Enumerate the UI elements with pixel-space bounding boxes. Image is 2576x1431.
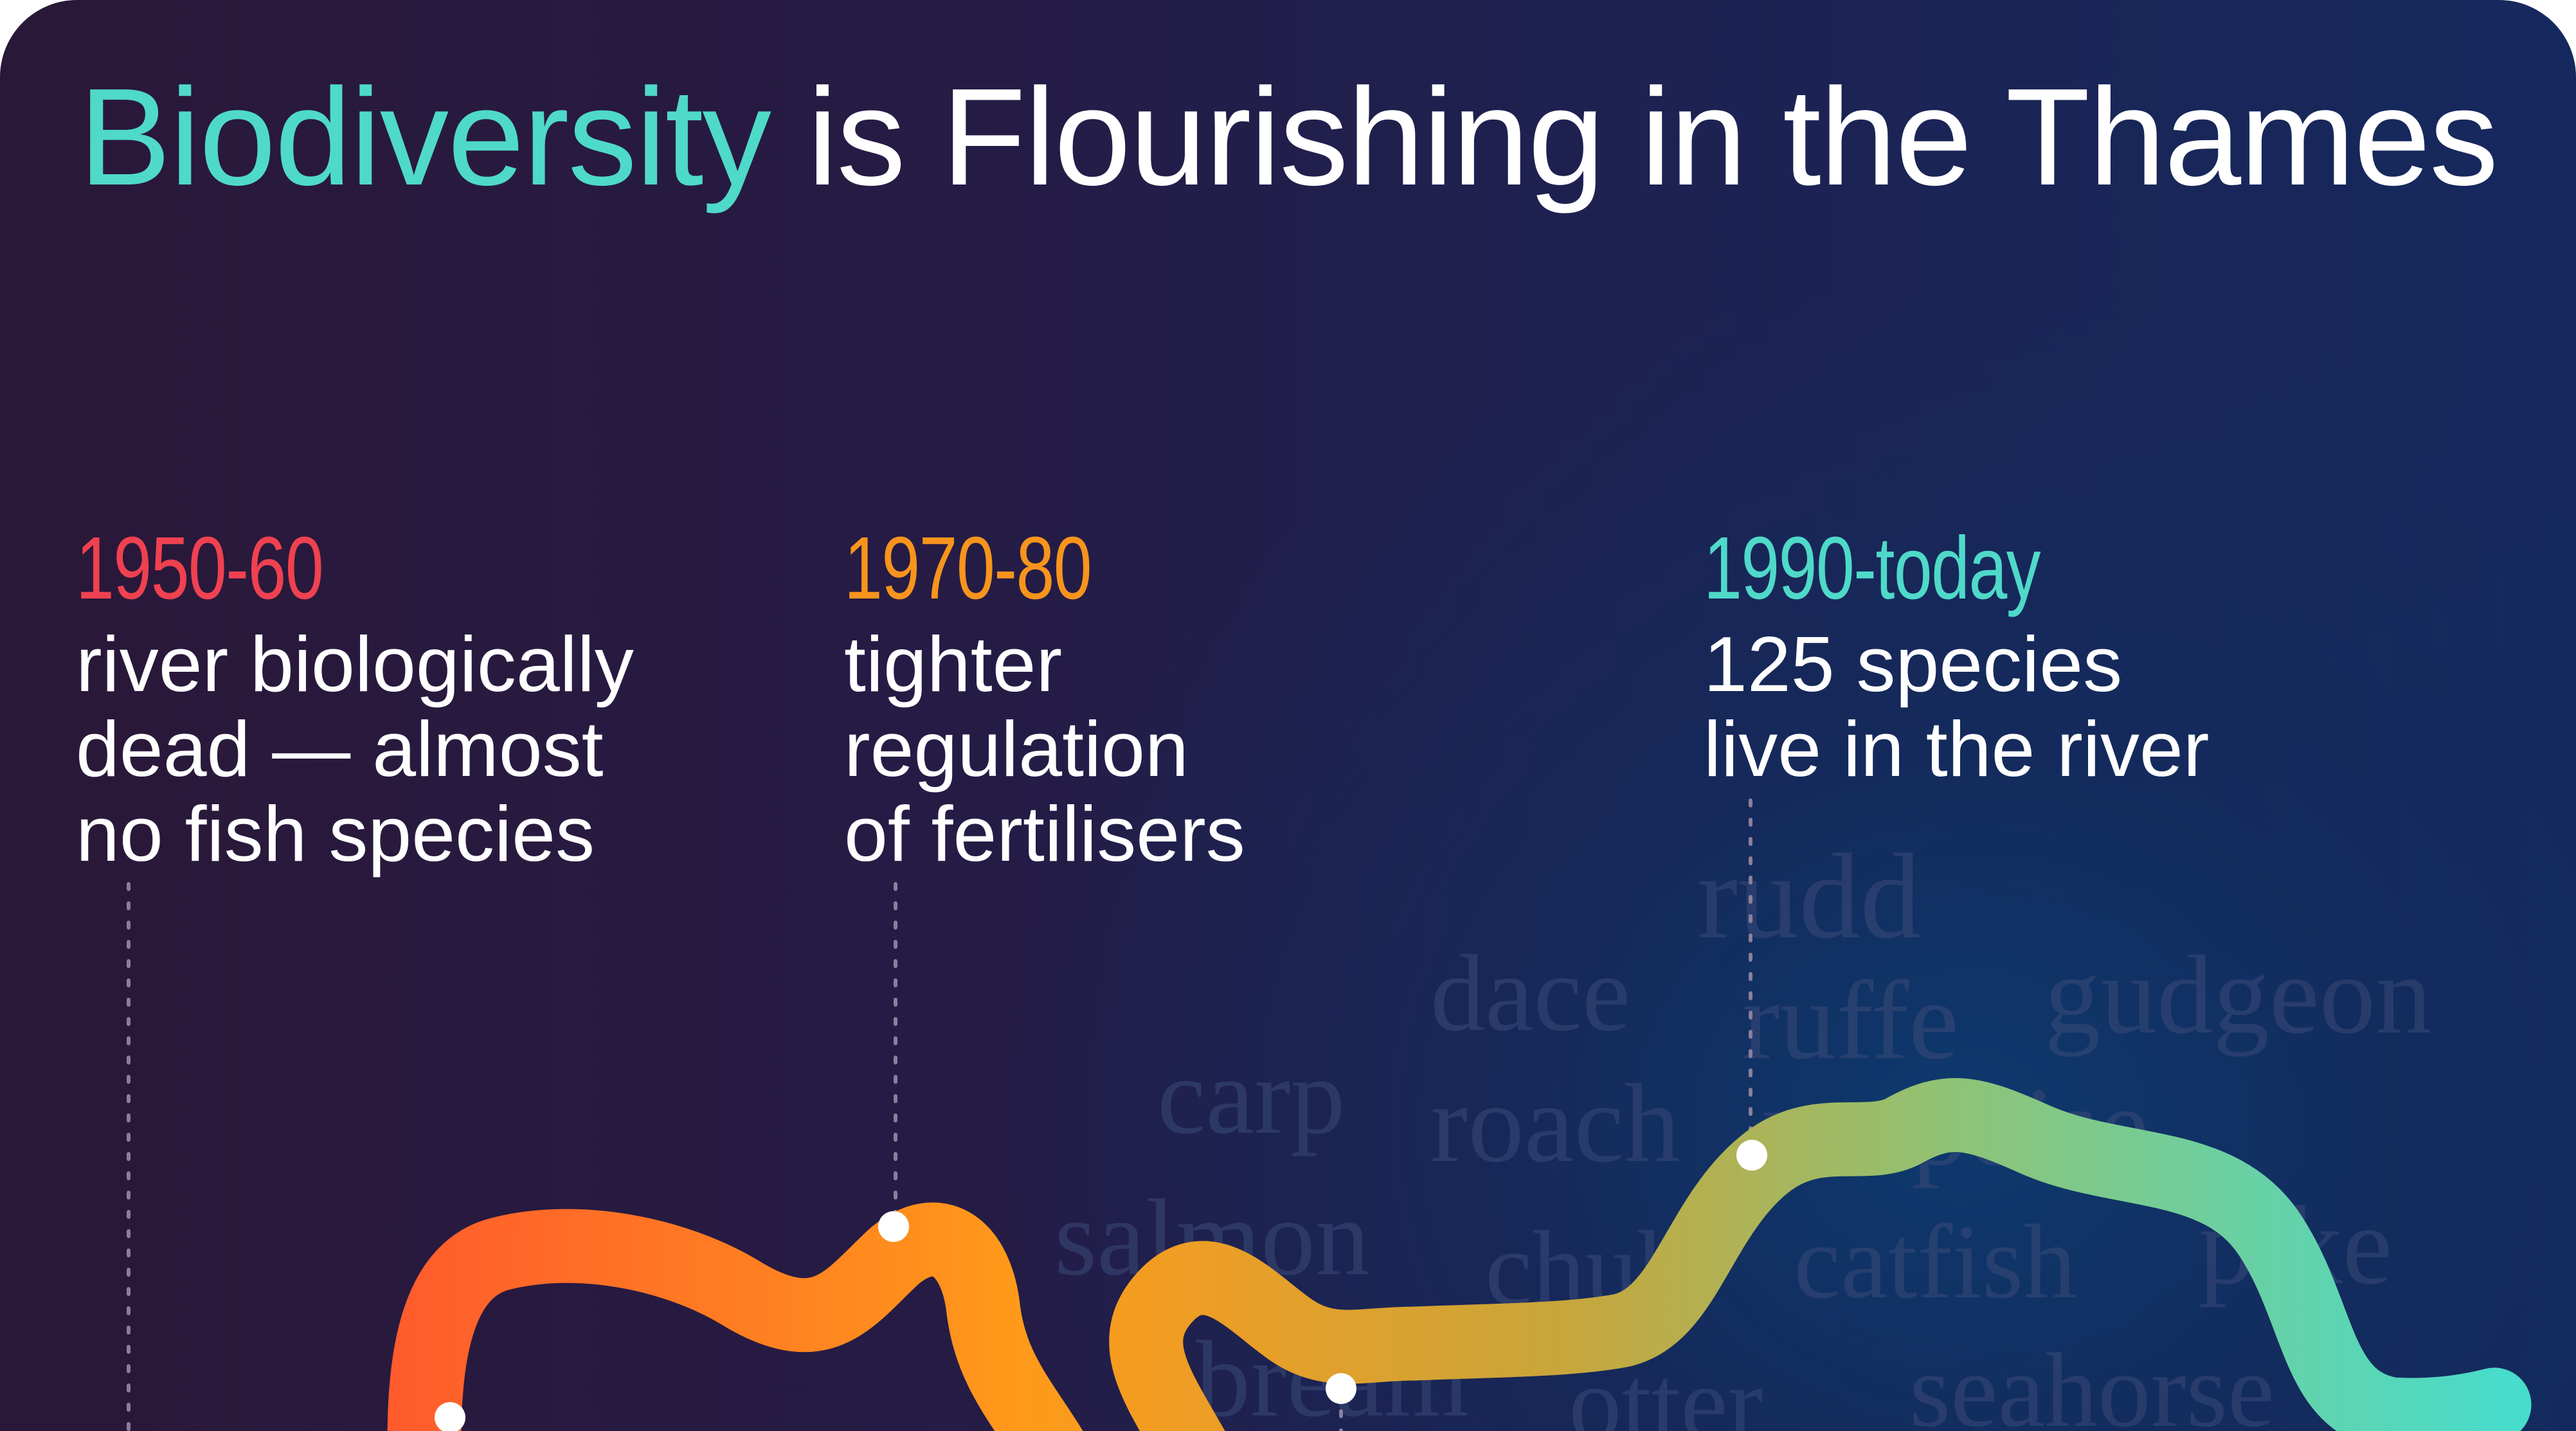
species-word: seahorse [1909,1331,2275,1431]
species-word: roach [1430,1061,1680,1185]
title-rest: is Flourishing in the Thames [770,59,2499,214]
era-years: 1970-80 [844,519,1092,618]
era-description: 125 species live in the river [1704,620,2210,793]
species-word: ruffe [1742,958,1959,1083]
era-years: 1990-today [1704,519,2041,618]
era-description: tighter regulation of fertilisers [844,620,1245,878]
timeline-marker [435,1402,465,1431]
page-title: Biodiversity is Flourishing in the Thame… [0,59,2576,214]
era-description: river biologically dead — almost no fish… [76,620,634,878]
era-1950-60: 1950-60 river biologically dead — almost… [76,524,634,876]
river-path [387,1078,2532,1431]
era-years: 1950-60 [76,519,324,618]
timeline-marker [1326,1373,1356,1404]
species-word: gudgeon [2044,932,2432,1057]
era-1970-80: 1970-80 tighter regulation of fertiliser… [844,524,1245,876]
species-word: catfish [1794,1203,2076,1320]
timeline-marker [878,1211,909,1242]
species-word: rudd [1697,829,1922,964]
era-1990-today: 1990-today 125 species live in the river [1704,524,2210,791]
title-highlight: Biodiversity [78,59,771,214]
species-word: dace [1430,933,1631,1054]
species-word: carp [1157,1036,1346,1156]
timeline-marker [1736,1140,1767,1171]
